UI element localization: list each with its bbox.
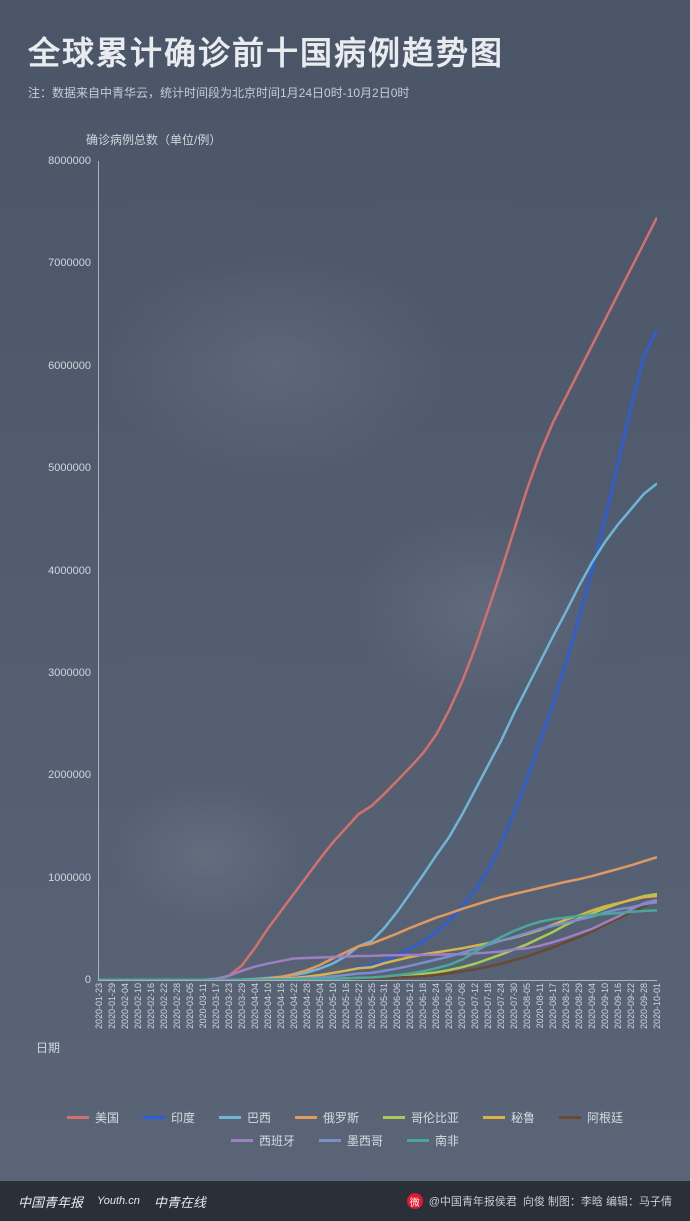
plot-area: 0100000020000003000000400000050000006000… bbox=[98, 161, 657, 981]
x-tick: 2020-03-05 bbox=[185, 983, 195, 1029]
footer-logo-2: Youth.cn bbox=[97, 1195, 140, 1207]
x-tick: 2020-07-06 bbox=[457, 983, 467, 1029]
footer-credits: 微 @中国青年报侯君 向俊 制图：李晗 编辑：马子倩 bbox=[407, 1193, 672, 1209]
x-axis-title: 日期 bbox=[36, 1039, 60, 1056]
x-tick: 2020-07-18 bbox=[483, 983, 493, 1029]
x-tick: 2020-02-28 bbox=[172, 983, 182, 1029]
y-tick: 4000000 bbox=[29, 565, 91, 577]
y-tick: 1000000 bbox=[29, 872, 91, 884]
x-tick: 2020-09-16 bbox=[613, 983, 623, 1029]
x-tick: 2020-06-12 bbox=[405, 983, 415, 1029]
credits-text: 向俊 制图：李晗 编辑：马子倩 bbox=[523, 1193, 672, 1209]
x-tick: 2020-01-23 bbox=[94, 983, 104, 1029]
y-tick: 5000000 bbox=[29, 462, 91, 474]
series-line-巴西 bbox=[99, 483, 657, 980]
x-tick: 2020-07-24 bbox=[496, 983, 506, 1029]
x-tick: 2020-04-22 bbox=[289, 983, 299, 1029]
x-tick: 2020-02-04 bbox=[120, 983, 130, 1029]
x-tick: 2020-06-30 bbox=[444, 983, 454, 1029]
footer-logo-3: 中青在线 bbox=[154, 1192, 206, 1211]
x-tick: 2020-02-10 bbox=[133, 983, 143, 1029]
x-tick: 2020-10-01 bbox=[652, 983, 662, 1029]
x-tick: 2020-07-12 bbox=[470, 983, 480, 1029]
x-tick: 2020-05-10 bbox=[328, 983, 338, 1029]
y-tick: 2000000 bbox=[29, 769, 91, 781]
x-tick: 2020-09-22 bbox=[626, 983, 636, 1029]
y-tick: 8000000 bbox=[29, 155, 91, 167]
x-tick: 2020-08-05 bbox=[522, 983, 532, 1029]
x-tick: 2020-05-25 bbox=[367, 983, 377, 1029]
x-tick: 2020-09-28 bbox=[639, 983, 649, 1029]
weibo-handle: @中国青年报侯君 bbox=[429, 1193, 517, 1209]
chart-lines-svg bbox=[99, 161, 657, 980]
x-tick: 2020-05-31 bbox=[379, 983, 389, 1029]
y-axis-title: 确诊病例总数（单位/例） bbox=[86, 131, 672, 148]
weibo-icon: 微 bbox=[407, 1193, 423, 1209]
x-tick: 2020-08-17 bbox=[548, 983, 558, 1029]
y-tick: 6000000 bbox=[29, 360, 91, 372]
x-tick: 2020-09-10 bbox=[600, 983, 610, 1029]
footer-bar: 中国青年报 Youth.cn 中青在线 微 @中国青年报侯君 向俊 制图：李晗 … bbox=[0, 1181, 690, 1221]
x-tick: 2020-01-29 bbox=[107, 983, 117, 1029]
x-tick: 2020-02-22 bbox=[159, 983, 169, 1029]
y-tick: 7000000 bbox=[29, 257, 91, 269]
x-tick: 2020-03-17 bbox=[211, 983, 221, 1029]
x-tick: 2020-04-16 bbox=[276, 983, 286, 1029]
footer-logo-1: 中国青年报 bbox=[18, 1192, 83, 1211]
x-tick: 2020-04-04 bbox=[250, 983, 260, 1029]
x-tick: 2020-02-16 bbox=[146, 983, 156, 1029]
x-tick: 2020-06-06 bbox=[392, 983, 402, 1029]
series-line-哥伦比亚 bbox=[99, 894, 657, 980]
x-tick: 2020-05-04 bbox=[315, 983, 325, 1029]
chart-container: 确诊病例总数（单位/例） 010000002000000300000040000… bbox=[18, 131, 672, 1091]
x-tick: 2020-03-29 bbox=[237, 983, 247, 1029]
x-tick: 2020-08-23 bbox=[561, 983, 571, 1029]
x-tick: 2020-05-16 bbox=[341, 983, 351, 1029]
x-tick: 2020-08-29 bbox=[574, 983, 584, 1029]
x-tick: 2020-04-28 bbox=[302, 983, 312, 1029]
x-tick: 2020-04-10 bbox=[263, 983, 273, 1029]
series-line-印度 bbox=[99, 330, 657, 980]
x-tick: 2020-08-11 bbox=[535, 983, 545, 1028]
x-tick: 2020-03-11 bbox=[198, 983, 208, 1028]
y-tick: 3000000 bbox=[29, 667, 91, 679]
y-tick: 0 bbox=[29, 974, 91, 986]
x-tick: 2020-09-04 bbox=[587, 983, 597, 1029]
x-tick: 2020-05-22 bbox=[354, 983, 364, 1029]
x-tick: 2020-07-30 bbox=[509, 983, 519, 1029]
x-tick: 2020-06-24 bbox=[431, 983, 441, 1029]
x-tick: 2020-03-23 bbox=[224, 983, 234, 1029]
x-tick: 2020-06-18 bbox=[418, 983, 428, 1029]
